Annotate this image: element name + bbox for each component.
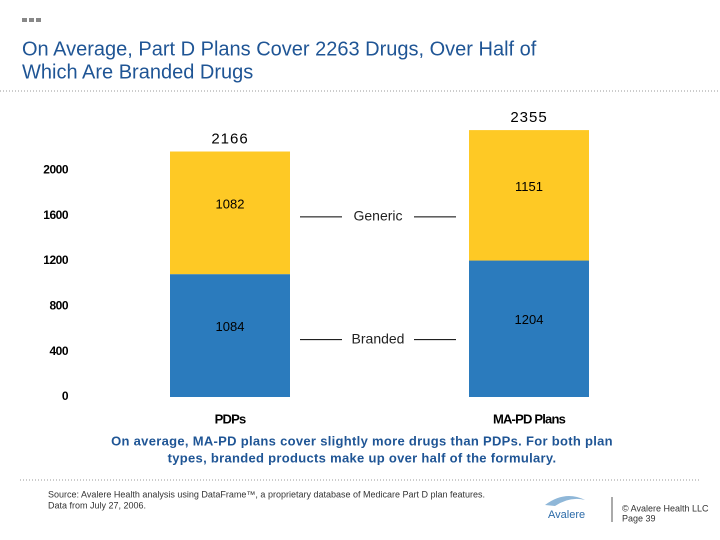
- page-number: Page 39: [622, 513, 656, 523]
- total-label: 2355: [510, 109, 547, 126]
- copyright: © Avalere Health LLC: [622, 503, 709, 513]
- bar-segment: [170, 274, 290, 397]
- x-tick-label: MA-PD Plans: [493, 411, 566, 426]
- y-tick-label: 2000: [43, 163, 69, 177]
- y-tick-label: 1200: [43, 253, 69, 267]
- caption-line: On average, MA-PD plans cover slightly m…: [111, 433, 613, 448]
- value-label: 1082: [216, 196, 245, 211]
- y-tick-label: 400: [49, 344, 68, 358]
- series-label: Generic: [353, 208, 402, 224]
- source: Data from July 27, 2006.: [48, 500, 146, 510]
- title-line: On Average, Part D Plans Cover 2263 Drug…: [22, 38, 537, 60]
- logo: Avalere: [548, 509, 585, 521]
- decor: [22, 18, 27, 22]
- value-label: 1084: [216, 319, 245, 334]
- total-label: 2166: [211, 130, 248, 147]
- series-label: Branded: [352, 330, 405, 346]
- logo-mark: [545, 496, 585, 506]
- caption-line: types, branded products make up over hal…: [168, 450, 557, 465]
- y-tick-label: 0: [62, 389, 69, 403]
- y-tick-label: 800: [49, 299, 68, 313]
- bar-segment: [170, 151, 290, 275]
- x-tick-label: PDPs: [215, 411, 246, 426]
- y-tick-label: 1600: [43, 208, 69, 222]
- title-line: Which Are Branded Drugs: [22, 61, 253, 83]
- bar-segment: [469, 130, 589, 261]
- value-label: 1151: [515, 179, 543, 194]
- decor: [29, 18, 34, 22]
- value-label: 1204: [515, 312, 544, 327]
- source: Source: Avalere Health analysis using Da…: [48, 489, 485, 499]
- bar-segment: [469, 260, 589, 397]
- decor: [36, 18, 41, 22]
